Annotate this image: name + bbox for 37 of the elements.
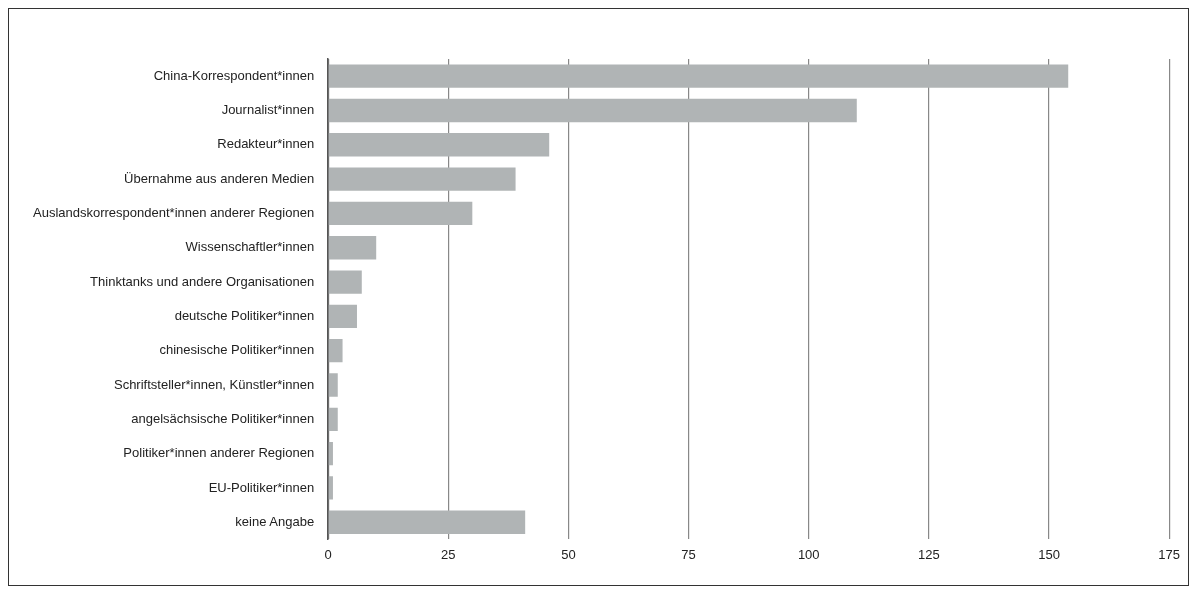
x-tick-label: 75 bbox=[681, 546, 696, 562]
y-tick-label: Redakteur*innen bbox=[217, 136, 315, 152]
y-tick-label: EU-Politiker*innen bbox=[208, 479, 315, 495]
bar bbox=[328, 98, 857, 123]
bar bbox=[328, 304, 357, 329]
y-tick-label: Journalist*innen bbox=[221, 102, 315, 118]
x-tick-label: 0 bbox=[324, 546, 332, 562]
y-tick-label: Übernahme aus anderen Medien bbox=[124, 170, 315, 186]
chart-frame: 0 25 50 75 100 125 150 175 China-Korrespondent*innen Journalist*innen Redakteur*innen Übernahme aus anderen Medien Auslandskorrespondent*innen anderer Regionen Wissenschaftler*innen Thinktanks und andere Organisationen deutsche Politiker*innen chinesische Politiker*innen Schriftsteller*innen, Künstler*innen angelsächsische Politiker*innen Politiker*innen anderer Regionen EU-Politiker*innen keine Angabe bbox=[8, 8, 1189, 586]
y-tick-label: Wissenschaftler*innen bbox=[185, 239, 315, 255]
x-tick-label: 25 bbox=[441, 546, 456, 562]
bar bbox=[328, 201, 473, 226]
bar bbox=[328, 339, 343, 363]
x-tick-label: 100 bbox=[797, 546, 820, 562]
bar bbox=[328, 236, 377, 260]
bar bbox=[328, 407, 338, 431]
y-tick-label: Auslandskorrespondent*innen anderer Regionen bbox=[32, 204, 315, 220]
x-tick-label: 50 bbox=[561, 546, 576, 562]
y-tick-label: Thinktanks und andere Organisationen bbox=[90, 273, 315, 289]
bar bbox=[328, 64, 1069, 88]
y-tick-label: deutsche Politiker*innen bbox=[174, 307, 315, 323]
y-tick-label: keine Angabe bbox=[235, 513, 315, 529]
bar bbox=[328, 167, 516, 191]
y-tick-label: chinesische Politiker*innen bbox=[159, 342, 315, 358]
y-tick-label: Politiker*innen anderer Regionen bbox=[123, 445, 315, 461]
y-tick-label: angelsächsische Politiker*innen bbox=[131, 410, 315, 426]
x-tick-label: 125 bbox=[918, 546, 940, 562]
x-tick-label: 175 bbox=[1158, 546, 1181, 562]
bar bbox=[328, 441, 333, 466]
y-tick-label: China-Korrespondent*innen bbox=[153, 67, 315, 83]
bar bbox=[328, 373, 338, 397]
bar bbox=[328, 133, 550, 157]
bar bbox=[328, 476, 333, 500]
x-tick-label: 150 bbox=[1038, 546, 1060, 562]
bar bbox=[328, 510, 526, 534]
y-tick-label: Schriftsteller*innen, Künstler*innen bbox=[113, 376, 315, 392]
bar bbox=[328, 270, 362, 294]
